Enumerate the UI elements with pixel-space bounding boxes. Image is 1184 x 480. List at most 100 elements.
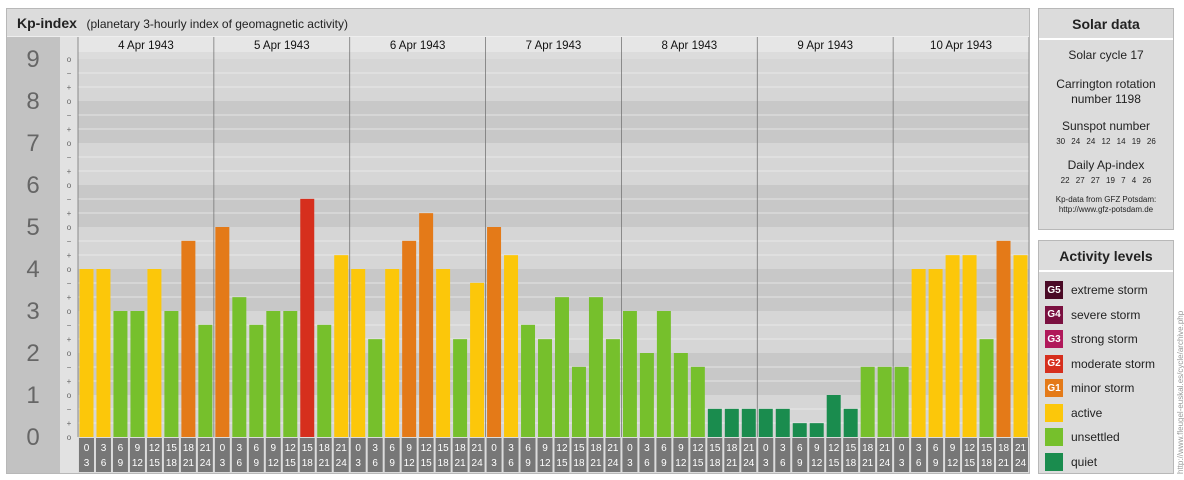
interval-start-label: 12	[421, 443, 433, 454]
interval-end-label: 6	[101, 458, 107, 469]
minor-tick-label: +	[67, 419, 72, 428]
y-minor-column	[60, 37, 78, 473]
interval-end-label: 12	[947, 458, 959, 469]
kp-bar	[877, 366, 892, 437]
kp-bar	[826, 395, 841, 437]
interval-start-label: 18	[590, 443, 602, 454]
y-tick-label: 2	[26, 340, 39, 367]
activity-level-item: quiet	[1039, 450, 1173, 475]
minor-tick-label: o	[67, 391, 72, 400]
interval-cell	[214, 438, 230, 472]
minor-tick-label: o	[67, 223, 72, 232]
interval-cell	[554, 438, 570, 472]
kp-bar	[487, 227, 502, 437]
y-tick-label: 8	[26, 88, 39, 115]
interval-cell	[605, 438, 621, 472]
interval-cell	[758, 438, 774, 472]
interval-cell	[231, 438, 247, 472]
minor-tick-label: +	[67, 83, 72, 92]
minor-tick-label: o	[67, 433, 72, 442]
day-label-row	[78, 37, 1029, 52]
minor-tick-label: −	[67, 321, 72, 330]
interval-cell	[520, 438, 536, 472]
kp-bar	[419, 213, 434, 437]
interval-start-label: 21	[1015, 443, 1027, 454]
interval-cell	[435, 438, 451, 472]
y-band	[78, 101, 1029, 143]
interval-start-label: 3	[237, 443, 243, 454]
interval-cell	[146, 438, 162, 472]
y-band	[78, 143, 1029, 185]
kp-bar	[622, 311, 637, 437]
interval-start-label: 9	[135, 443, 141, 454]
kp-bar	[911, 269, 926, 437]
interval-cell	[860, 438, 876, 472]
minor-tick-label: o	[67, 181, 72, 190]
interval-start-label: 9	[950, 443, 956, 454]
interval-cell	[673, 438, 689, 472]
kp-bar	[758, 408, 773, 437]
chart-header-band	[7, 9, 1029, 37]
interval-start-label: 12	[828, 443, 840, 454]
interval-start-label: 3	[780, 443, 786, 454]
minor-tick-label: −	[67, 69, 72, 78]
minor-tick-label: +	[67, 335, 72, 344]
kp-bar	[741, 408, 756, 437]
kp-bar	[588, 297, 603, 437]
carrington-rotation-label: Carrington rotation	[1056, 77, 1156, 91]
kp-bar	[79, 269, 94, 437]
interval-cell	[299, 438, 315, 472]
activity-level-swatch: G5	[1045, 281, 1063, 300]
y-tick-label: 3	[26, 298, 39, 325]
activity-level-label: minor storm	[1071, 381, 1135, 396]
interval-end-label: 12	[132, 458, 144, 469]
interval-start-label: 3	[372, 443, 378, 454]
minor-tick-label: −	[67, 363, 72, 372]
interval-cell	[843, 438, 859, 472]
interval-start-label: 21	[879, 443, 891, 454]
y-band	[78, 227, 1029, 269]
minor-tick-label: −	[67, 195, 72, 204]
interval-start-label: 15	[438, 443, 450, 454]
kp-bar	[775, 408, 790, 437]
interval-start-label: 9	[542, 443, 548, 454]
interval-cell	[367, 438, 383, 472]
y-tick-label: 1	[26, 382, 39, 409]
interval-cell	[486, 438, 502, 472]
sunspot-values: 30 24 24 12 14 19 26	[1056, 137, 1156, 146]
kp-bar	[249, 324, 264, 437]
interval-end-label: 18	[709, 458, 721, 469]
chart-title: Kp-index (planetary 3-hourly index of ge…	[17, 15, 348, 31]
kp-bar	[198, 324, 213, 437]
interval-end-label: 15	[556, 458, 568, 469]
kp-chart: 0123456789o+−o+−o+−o+−o+−o+−o+−o+−o+−o4 …	[7, 9, 1029, 473]
kp-bar	[538, 339, 552, 437]
interval-cell	[401, 438, 417, 472]
minor-tick-label: −	[67, 153, 72, 162]
kp-bar	[690, 366, 705, 437]
interval-end-label: 6	[644, 458, 650, 469]
day-label: 6 Apr 1943	[390, 40, 446, 52]
interval-cell	[775, 438, 791, 472]
kp-bar	[928, 269, 943, 437]
activity-level-swatch	[1045, 403, 1063, 422]
interval-cell	[282, 438, 298, 472]
interval-end-label: 18	[166, 458, 178, 469]
interval-cell	[996, 438, 1012, 472]
y-tick-label: 6	[26, 172, 39, 199]
interval-start-label: 12	[556, 443, 568, 454]
minor-tick-label: +	[67, 293, 72, 302]
interval-end-label: 9	[389, 458, 395, 469]
interval-end-label: 9	[525, 458, 531, 469]
minor-tick-label: o	[67, 55, 72, 64]
source-note: Kp-data from GFZ Potsdam:	[1055, 195, 1157, 204]
interval-end-label: 3	[491, 458, 497, 469]
kp-bar	[283, 311, 298, 437]
kp-bar	[605, 339, 620, 437]
minor-tick-label: −	[67, 279, 72, 288]
minor-tick-label: −	[67, 111, 72, 120]
activity-level-label: strong storm	[1071, 332, 1138, 347]
interval-end-label: 9	[254, 458, 260, 469]
interval-end-label: 9	[661, 458, 667, 469]
interval-start-label: 6	[118, 443, 124, 454]
